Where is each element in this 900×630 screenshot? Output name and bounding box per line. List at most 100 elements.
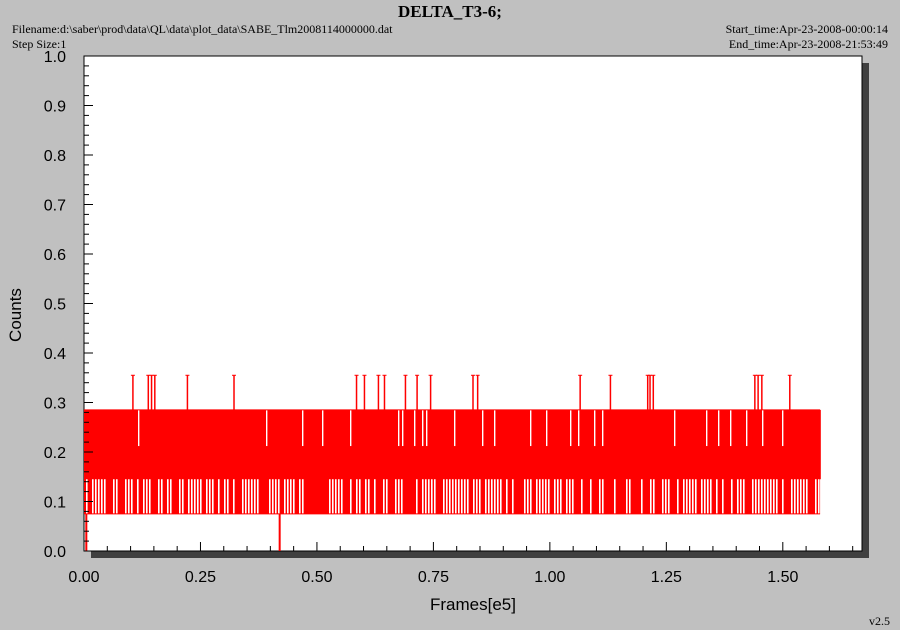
series-gap [431,479,433,515]
series-gap [206,479,208,515]
series-gap [476,479,478,515]
series-gap [92,479,94,515]
series-gap [95,479,97,515]
series-gap [467,479,469,515]
series-gap [686,479,688,515]
series-gap [402,408,404,447]
y-tick-label: 0.1 [44,495,66,512]
series-gap [500,479,502,515]
series-gap [161,479,163,515]
series-gap [626,479,628,515]
series-gap [653,479,655,515]
series-gap [536,479,538,515]
series-gap [446,479,448,515]
series-gap [497,479,499,515]
series-gap [287,479,289,515]
series-gap [149,479,151,515]
series-gap [170,479,172,515]
series-gap [350,408,352,447]
series-gap [443,479,445,515]
series-gap [143,479,145,515]
series-gap [473,479,475,515]
series-gap [350,479,352,515]
series-gap [167,479,169,515]
series-gap [674,408,676,447]
series-gap [677,479,679,515]
series-gap [322,408,324,447]
series-gap [455,479,457,515]
series-gap [800,479,802,515]
series-gap [542,479,544,515]
series-gap [356,479,358,515]
series-gap [695,479,697,515]
y-tick-label: 0.2 [44,445,66,462]
series-gap [718,408,720,447]
series-gap [272,479,274,515]
chart-title: DELTA_T3-6; [398,2,502,21]
series-gap [530,408,532,447]
series-gap [461,479,463,515]
series-gap [269,479,271,515]
series-gap [251,479,253,515]
end-time-text: End_time:Apr-23-2008-21:53:49 [728,37,888,51]
series-gap [692,479,694,515]
series-gap [594,408,596,447]
series-gap [332,479,334,515]
series-gap [782,479,784,515]
series-gap [662,479,664,515]
x-tick-label: 1.25 [651,569,682,586]
series-gap [539,479,541,515]
series-gap [512,479,514,515]
series-gap [689,479,691,515]
series-gap [302,408,304,447]
y-tick-label: 0.9 [44,99,66,116]
series-gap [383,479,385,515]
series-gap [707,479,709,515]
series-gap [284,479,286,515]
series-gap [770,479,772,515]
step-size-text: Step Size:1 [12,37,67,51]
series-gap [359,479,361,515]
series-gap [422,408,424,447]
series-gap [194,479,196,515]
y-tick-label: 0.0 [44,544,66,561]
series-gap [209,479,211,515]
series-gap [806,479,808,515]
series-gap [182,479,184,515]
series-gap [722,479,724,515]
series-gap [341,479,343,515]
series-gap [530,479,532,515]
series-gap [557,479,559,515]
series-gap [797,479,799,515]
series-gap [818,479,820,515]
y-tick-label: 0.8 [44,148,66,165]
series-gap [546,408,548,447]
series-gap [137,479,139,515]
series-gap [395,479,397,515]
series-gap [491,479,493,515]
series-gap [458,479,460,515]
series-gap [299,479,301,515]
series-gap [803,479,805,515]
x-tick-label: 0.75 [418,569,449,586]
series-gap [374,479,376,515]
series-gap [197,479,199,515]
series-gap [302,479,304,515]
series-gap [746,408,748,447]
series-gap [545,479,547,515]
x-tick-label: 1.00 [534,569,565,586]
series-gap [125,479,127,515]
series-gap [782,408,784,447]
series-gap [101,479,103,515]
series-gap [527,479,529,515]
series-gap [494,408,496,447]
series-gap [275,479,277,515]
series-gap [683,479,685,515]
series-gap [338,479,340,515]
series-gap [716,479,718,515]
series-gap [629,479,631,515]
y-tick-label: 0.3 [44,396,66,413]
series-gap [524,479,526,515]
series-gap [755,479,757,515]
y-tick-label: 1.0 [44,49,66,66]
